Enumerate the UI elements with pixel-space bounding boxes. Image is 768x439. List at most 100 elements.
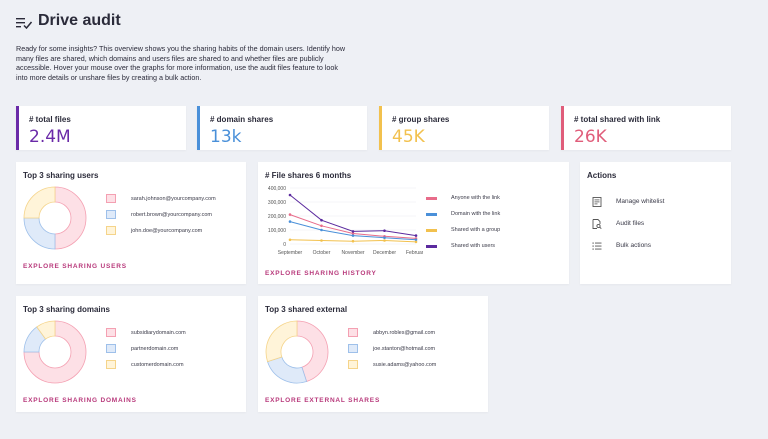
kpi-total-files: # total files 2.4M xyxy=(16,106,186,150)
legend-item: robert.brown@yourcompany.com xyxy=(131,212,212,218)
data-point[interactable] xyxy=(414,240,418,244)
donut-slice[interactable] xyxy=(267,356,308,384)
data-point[interactable] xyxy=(383,239,386,242)
data-point[interactable] xyxy=(351,232,355,235)
kpi-value: 26K xyxy=(574,127,607,147)
donut-slice[interactable] xyxy=(54,186,87,250)
actions-card: Actions Manage whitelist Audit files Bul… xyxy=(580,162,731,284)
donut-chart[interactable] xyxy=(23,320,87,384)
donut-slice[interactable] xyxy=(23,217,56,250)
data-point[interactable] xyxy=(288,238,292,242)
explore-sharing-domains-link[interactable]: EXPLORE SHARING DOMAINS xyxy=(23,397,137,404)
donut-slice[interactable] xyxy=(23,186,56,219)
card-title: Top 3 shared external xyxy=(265,305,348,314)
top-shared-external-card: Top 3 shared external abbyn.robles@gmail… xyxy=(258,296,488,412)
donut-slice[interactable] xyxy=(36,320,56,340)
legend-item: sarah.johnson@yourcompany.com xyxy=(131,196,216,202)
donut-chart[interactable] xyxy=(23,186,87,250)
playlist-check-icon xyxy=(16,18,32,29)
kpi-label: # group shares xyxy=(392,115,450,124)
card-title: Top 3 sharing domains xyxy=(23,305,110,314)
legend-item: customerdomain.com xyxy=(131,362,184,368)
explore-external-shares-link[interactable]: EXPLORE EXTERNAL SHARES xyxy=(265,397,381,404)
legend-item: john.doe@yourcompany.com xyxy=(131,228,203,234)
legend-item: Shared with a group xyxy=(451,227,501,233)
data-point[interactable] xyxy=(383,236,386,239)
legend-item: Domain with the link xyxy=(451,211,501,217)
kpi-label: # domain shares xyxy=(210,115,274,124)
list-doc-icon xyxy=(592,197,602,207)
data-point[interactable] xyxy=(320,218,323,222)
data-point[interactable] xyxy=(351,230,355,233)
legend-swatch xyxy=(348,360,358,369)
y-tick-label: 100,000 xyxy=(268,228,286,234)
legend-item: Anyone with the link xyxy=(451,195,500,201)
donut-slice[interactable] xyxy=(265,320,298,363)
donut-chart[interactable] xyxy=(265,320,329,384)
kpi-shared-with-link: # total shared with link 26K xyxy=(561,106,731,150)
donut-slice[interactable] xyxy=(296,320,329,382)
file-shares-card: # File shares 6 months 400,000 300,000 200… xyxy=(258,162,569,284)
y-tick-label: 300,000 xyxy=(268,200,286,206)
legend-item: susie.adams@yahoo.com xyxy=(373,362,437,368)
legend-swatch xyxy=(106,194,116,203)
legend-swatch xyxy=(426,213,437,216)
file-search-icon xyxy=(592,219,602,229)
x-tick-label: February xyxy=(406,250,423,256)
legend-swatch xyxy=(348,344,358,353)
data-point[interactable] xyxy=(288,220,292,223)
data-point[interactable] xyxy=(414,234,418,237)
legend-swatch xyxy=(106,328,116,337)
kpi-label: # total shared with link xyxy=(574,115,661,124)
data-point[interactable] xyxy=(320,224,323,228)
x-tick-label: November xyxy=(341,250,364,256)
kpi-value: 45K xyxy=(392,127,425,147)
x-tick-label: October xyxy=(313,250,331,256)
action-label: Audit files xyxy=(616,220,645,227)
legend-item: subsidiarydomain.com xyxy=(131,330,186,336)
data-point[interactable] xyxy=(320,228,323,232)
series-line[interactable] xyxy=(289,194,417,237)
explore-sharing-users-link[interactable]: EXPLORE SHARING USERS xyxy=(23,263,127,270)
x-tick-label: December xyxy=(373,250,396,256)
page-title: Drive audit xyxy=(38,12,121,29)
data-point[interactable] xyxy=(351,234,355,237)
page-description: Ready for some insights? This overview s… xyxy=(16,44,346,82)
kpi-group-shares: # group shares 45K xyxy=(379,106,549,150)
legend-swatch xyxy=(106,210,116,219)
bulk-list-icon xyxy=(592,242,602,250)
kpi-label: # total files xyxy=(29,115,71,124)
data-point[interactable] xyxy=(288,213,292,216)
legend-item: partnerdomain.com xyxy=(131,346,179,352)
top-sharing-users-card: Top 3 sharing users sarah.johnson@yourco… xyxy=(16,162,246,284)
legend-swatch xyxy=(106,360,116,369)
data-point[interactable] xyxy=(288,193,292,197)
legend-swatch xyxy=(426,229,437,232)
y-tick-label: 400,000 xyxy=(268,186,286,192)
data-point[interactable] xyxy=(383,229,386,232)
kpi-value: 2.4M xyxy=(29,127,71,147)
data-point[interactable] xyxy=(414,238,418,242)
data-point[interactable] xyxy=(320,239,323,242)
data-point[interactable] xyxy=(351,239,355,243)
card-title: # File shares 6 months xyxy=(265,171,352,180)
explore-sharing-history-link[interactable]: EXPLORE SHARING HISTORY xyxy=(265,270,377,277)
legend-swatch xyxy=(106,344,116,353)
line-chart[interactable]: 400,000 300,000 200,000 100,000 0 September Oc… xyxy=(258,182,423,260)
y-tick-label: 0 xyxy=(283,242,286,248)
legend-item: abbyn.robles@gmail.com xyxy=(373,330,436,336)
legend-item: joe.stanton@hotmail.com xyxy=(373,346,436,352)
donut-slice[interactable] xyxy=(23,320,87,384)
legend-swatch xyxy=(426,245,437,248)
kpi-domain-shares: # domain shares 13k xyxy=(197,106,367,150)
legend-item: Shared with users xyxy=(451,243,496,249)
card-title: Top 3 sharing users xyxy=(23,171,99,180)
legend-swatch xyxy=(426,197,437,200)
legend-swatch xyxy=(106,226,116,235)
top-sharing-domains-card: Top 3 sharing domains subsidiarydomain.c… xyxy=(16,296,246,412)
action-label: Manage whitelist xyxy=(616,198,665,205)
legend-swatch xyxy=(348,328,358,337)
kpi-value: 13k xyxy=(210,127,242,147)
action-label: Bulk actions xyxy=(616,242,652,249)
card-title: Actions xyxy=(587,171,617,180)
